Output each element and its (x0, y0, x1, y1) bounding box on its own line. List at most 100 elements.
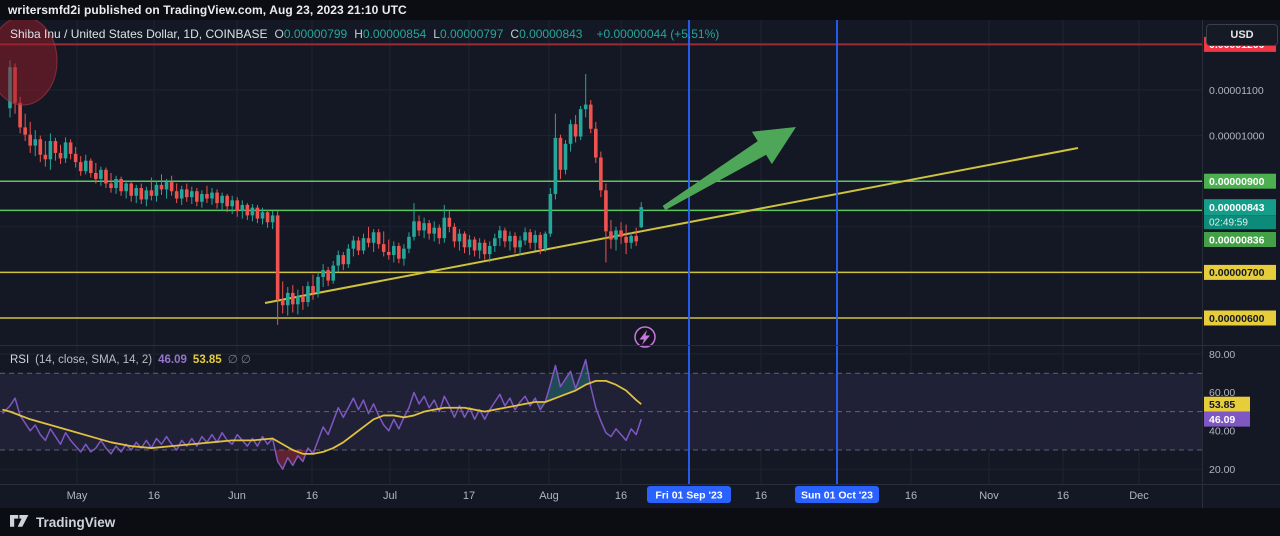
candle-body (285, 292, 290, 306)
candle-body (397, 245, 401, 259)
candle-body (109, 183, 113, 189)
symbol-legend: Shiba Inu / United States Dollar, 1D, CO… (10, 27, 719, 41)
candle-body (99, 169, 103, 179)
candle-body (614, 230, 618, 240)
axis-label: 16 (755, 490, 767, 502)
candle-body (326, 270, 330, 281)
candle-body (588, 104, 593, 129)
candle-body (195, 191, 199, 202)
candle-body (508, 235, 512, 242)
candle-body (548, 193, 553, 234)
candle-body (412, 221, 416, 237)
ohlc-item: O0.00000799 (274, 27, 348, 41)
axis-label: 0.00001000 (1209, 130, 1265, 142)
rsi-value: 46.09 (158, 354, 187, 366)
candle-body (119, 178, 123, 192)
candle-body (639, 207, 644, 228)
published-caption: writersmfd2i published on TradingView.co… (8, 3, 407, 17)
candle-body (402, 248, 406, 259)
candle-body (159, 184, 164, 190)
candle-body (321, 270, 325, 277)
axis-label: 0.00000843 (1209, 202, 1265, 214)
candle-body (482, 242, 487, 255)
date-range-badge[interactable] (795, 486, 879, 503)
currency-toggle-button[interactable]: USD (1206, 24, 1278, 46)
axis-label: 16 (306, 490, 318, 502)
candle-body (53, 141, 58, 153)
candle-body (336, 255, 341, 266)
arrow-drawing[interactable] (662, 127, 796, 211)
candle-body (361, 238, 366, 251)
axis-label: 16 (148, 490, 160, 502)
axis-label: 16 (905, 490, 917, 502)
candle-body (124, 183, 128, 192)
candle-body (291, 292, 295, 305)
candle-body (346, 248, 351, 265)
axis-label: 0.00000600 (1209, 313, 1265, 325)
candle-body (381, 244, 386, 252)
candle-body (179, 189, 184, 199)
axis-label: Fri 01 Sep '23 (655, 490, 722, 502)
candle-body (18, 102, 22, 128)
candle-body (114, 178, 118, 189)
candle-body (200, 193, 204, 202)
candle-body (129, 183, 133, 196)
tradingview-wordmark[interactable]: TradingView (36, 514, 116, 530)
ohlc-item: H0.00000854 (354, 27, 427, 41)
candle-body (467, 239, 472, 248)
price-level-badge (1204, 310, 1276, 326)
candle-body (594, 128, 598, 158)
candle-body (518, 240, 522, 248)
candle-body (422, 223, 426, 231)
candle-body (417, 221, 421, 231)
ohlc-item: L0.00000797 (433, 27, 504, 41)
candle-body (553, 137, 558, 194)
candle-body (331, 265, 335, 281)
candle-body (164, 182, 169, 190)
ohlc-item: C0.00000843 (510, 27, 583, 41)
candle-body (43, 154, 48, 160)
candle-body (235, 200, 240, 211)
rsi-line (1, 359, 642, 470)
rsi-band (0, 373, 1202, 450)
candle-body (33, 139, 38, 146)
rsi-ma-value: 53.85 (192, 354, 222, 366)
axis-label: 02:49:59 (1209, 218, 1248, 229)
candle-body (558, 137, 563, 170)
axis-label: 46.09 (1209, 414, 1235, 426)
axis-label: 80.00 (1209, 349, 1235, 361)
candle-body (503, 230, 507, 242)
symbol-title[interactable]: Shiba Inu / United States Dollar, 1D, CO… (10, 27, 268, 41)
candle-body (190, 191, 194, 198)
candle-body (205, 193, 209, 199)
lightning-bolt-icon (639, 330, 650, 345)
axis-label: 0.00000900 (1209, 176, 1265, 188)
candle-body (240, 204, 245, 211)
candle-body (154, 184, 159, 196)
candle-body (311, 286, 315, 293)
tradingview-logo-icon[interactable] (10, 514, 29, 530)
candle-body (48, 141, 53, 160)
rsi-title[interactable]: RSI (10, 354, 30, 366)
candle-body (245, 204, 250, 216)
candle-body (629, 235, 633, 243)
candle-body (83, 160, 88, 172)
candle-body (306, 286, 310, 303)
trendline-drawing[interactable] (264, 147, 1079, 304)
date-range-badge[interactable] (647, 486, 731, 503)
candle-body (563, 143, 568, 170)
candle-body (604, 190, 608, 232)
rsi-params: (14, close, SMA, 14, 2) (35, 354, 153, 366)
candle-body (452, 226, 457, 242)
candle-body (255, 207, 260, 219)
candle-body (432, 227, 436, 234)
candle-body (38, 139, 43, 155)
candle-body (442, 217, 447, 239)
candle-body (169, 182, 174, 192)
axis-label: Jul (383, 490, 397, 502)
axis-label: Nov (979, 490, 999, 502)
publish-header-bar: writersmfd2i published on TradingView.co… (0, 0, 1280, 20)
candle-body (23, 127, 27, 135)
